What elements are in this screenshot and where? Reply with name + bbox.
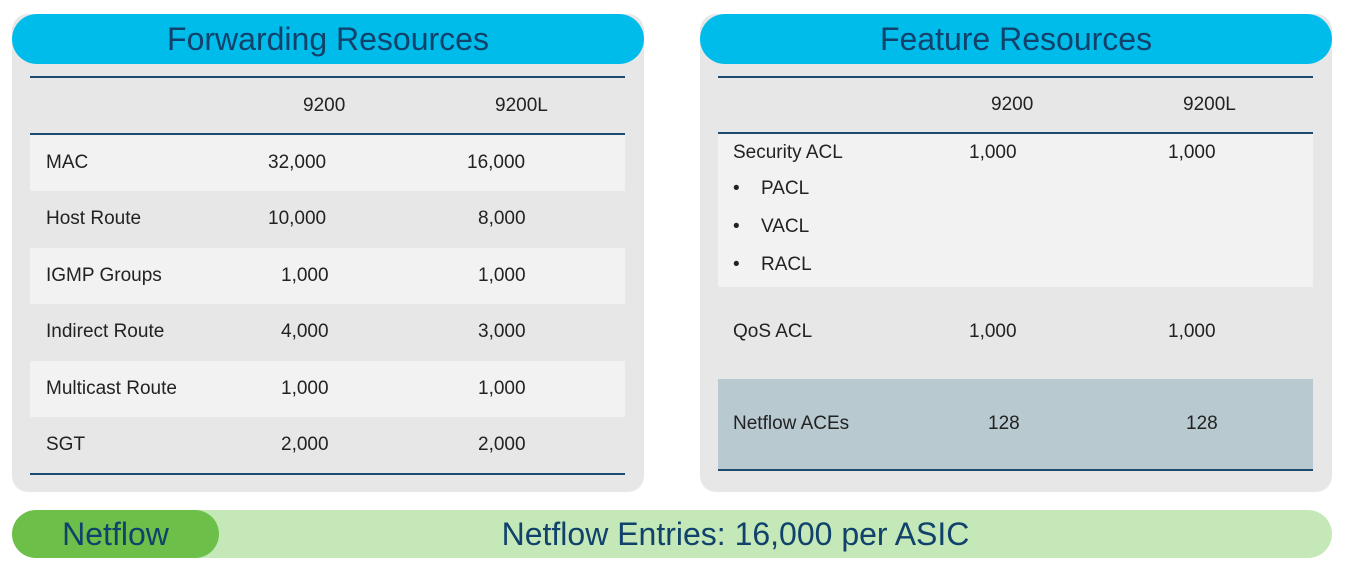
- value-9200l: 3,000: [478, 321, 526, 342]
- row-label: Multicast Route: [46, 378, 177, 399]
- row-label: MAC: [46, 152, 89, 173]
- table-row: Multicast Route 1,000 1,000: [30, 361, 625, 417]
- value-9200l: 8,000: [478, 208, 526, 229]
- table-row: Host Route 10,000 8,000: [30, 191, 625, 248]
- table-row: MAC 32,000 16,000: [30, 135, 625, 191]
- forwarding-resources-title: Forwarding Resources: [12, 14, 644, 64]
- value-9200: 4,000: [281, 321, 329, 342]
- netflow-entries-text: Netflow Entries: 16,000 per ASIC: [501, 515, 970, 552]
- row-label: Indirect Route: [46, 321, 165, 342]
- netflow-label-pill: Netflow: [12, 510, 219, 558]
- forwarding-resources-panel: Forwarding Resources 9200 9200L MAC 32,0…: [12, 14, 644, 492]
- list-item: RACL: [733, 246, 812, 284]
- value-9200: 1,000: [281, 378, 329, 399]
- value-9200l: 2,000: [478, 434, 526, 455]
- value-9200l: 1,000: [478, 378, 526, 399]
- row-label: Host Route: [46, 208, 142, 229]
- feature-resources-table: 9200 9200L Security ACL 1,000 1,000 PACL…: [718, 76, 1313, 471]
- value-9200: 32,000: [268, 152, 327, 173]
- table-bottom-rule: [30, 473, 625, 475]
- table-bottom-rule: [718, 469, 1313, 471]
- value-9200l: 16,000: [467, 152, 526, 173]
- table-row: IGMP Groups 1,000 1,000: [30, 248, 625, 304]
- row-label: SGT: [46, 434, 86, 455]
- column-header-9200l: 9200L: [1183, 94, 1236, 115]
- value-9200l: 1,000: [478, 265, 526, 286]
- value-9200l: 128: [1186, 413, 1218, 434]
- row-label: Security ACL: [733, 142, 843, 163]
- value-9200l: 1,000: [1168, 321, 1216, 342]
- table-row: Indirect Route 4,000 3,000: [30, 304, 625, 361]
- list-item: VACL: [733, 208, 812, 246]
- value-9200: 128: [988, 413, 1020, 434]
- table-row-netflow-aces: Netflow ACEs 128 128: [718, 379, 1313, 469]
- value-9200: 1,000: [969, 321, 1017, 342]
- table-header-rule: [30, 133, 625, 135]
- netflow-banner: Netflow Netflow Entries: 16,000 per ASIC: [12, 510, 1332, 558]
- feature-resources-panel: Feature Resources 9200 9200L Security AC…: [700, 14, 1332, 492]
- list-item: PACL: [733, 170, 812, 208]
- row-label: Netflow ACEs: [733, 413, 850, 434]
- security-acl-sub-list: PACL VACL RACL: [733, 170, 812, 284]
- table-row-qos-acl: QoS ACL 1,000 1,000: [718, 287, 1313, 379]
- value-9200: 10,000: [268, 208, 327, 229]
- column-header-9200: 9200: [991, 94, 1034, 115]
- table-row-security-acl: Security ACL 1,000 1,000 PACL VACL RACL: [718, 134, 1313, 287]
- column-header-9200: 9200: [303, 95, 346, 116]
- table-top-rule: [718, 76, 1313, 78]
- table-header-row: 9200 9200L: [718, 78, 1313, 132]
- table-top-rule: [30, 76, 625, 78]
- row-label: QoS ACL: [733, 321, 813, 342]
- row-label: IGMP Groups: [46, 265, 162, 286]
- value-9200: 1,000: [281, 265, 329, 286]
- column-header-9200l: 9200L: [495, 95, 548, 116]
- value-9200: 1,000: [969, 142, 1017, 163]
- forwarding-resources-table: 9200 9200L MAC 32,000 16,000 Host Route …: [30, 76, 625, 475]
- table-row: SGT 2,000 2,000: [30, 417, 625, 473]
- table-header-rule: [718, 132, 1313, 134]
- value-9200l: 1,000: [1168, 142, 1216, 163]
- feature-resources-title: Feature Resources: [700, 14, 1332, 64]
- value-9200: 2,000: [281, 434, 329, 455]
- table-header-row: 9200 9200L: [30, 78, 625, 133]
